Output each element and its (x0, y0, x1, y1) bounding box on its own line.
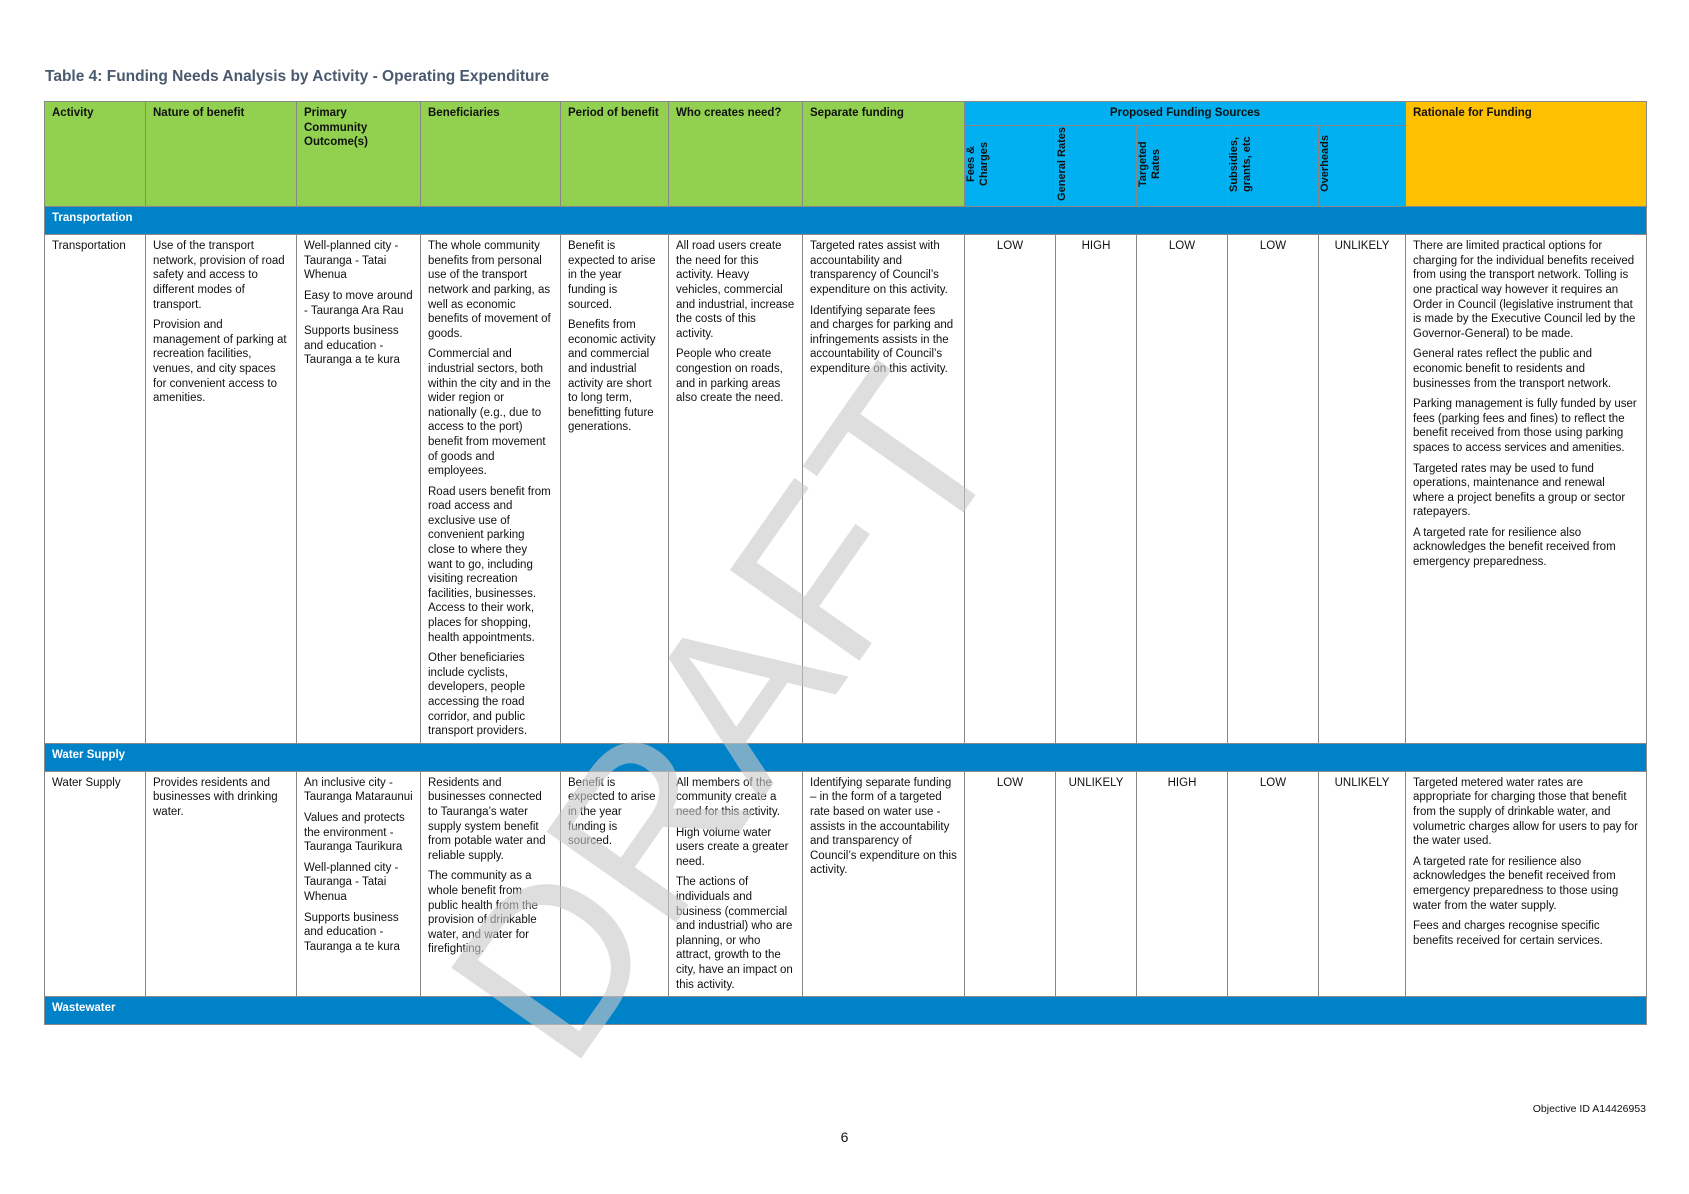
paragraph: The community as a whole benefit from pu… (428, 870, 538, 956)
header-fees-charges: Fees & Charges (964, 124, 1056, 208)
objective-id: Objective ID A14426953 (1532, 1103, 1646, 1115)
paragraph: General rates reflect the public and eco… (1413, 348, 1612, 390)
paragraph: Use of the transport network, provision … (153, 240, 285, 311)
paragraph: Road users benefit from road access and … (428, 485, 551, 644)
period-of-benefit-cell: Benefit is expected to arise in the year… (560, 234, 669, 744)
table-row: Transportation Use of the transport netw… (44, 234, 1647, 744)
header-row: Activity Nature of benefit Primary Commu… (44, 100, 1647, 208)
section-wastewater: Wastewater (44, 996, 1647, 1026)
paragraph: Well-planned city - Tauranga - Tatai Whe… (304, 240, 399, 282)
header-subsidies-grants: Subsidies, grants, etc (1227, 124, 1319, 208)
paragraph: All members of the community create a ne… (676, 776, 780, 818)
nature-of-benefit-cell: Provides residents and businesses with d… (145, 770, 297, 998)
page-title: Table 4: Funding Needs Analysis by Activ… (45, 68, 550, 85)
section-title: Wastewater (44, 996, 1647, 1026)
paragraph: Parking management is fully funded by us… (1413, 398, 1637, 454)
paragraph: Benefits from economic activity and comm… (568, 319, 656, 434)
header-overheads: Overheads (1318, 124, 1406, 208)
paragraph: The actions of individuals and business … (676, 876, 793, 991)
header-separate-funding: Separate funding (802, 100, 965, 208)
section-water-supply: Water Supply (44, 742, 1647, 772)
funding-needs-table: Activity Nature of benefit Primary Commu… (44, 100, 1647, 1026)
header-subsidies-grants-label: Subsidies, grants, etc (1228, 135, 1253, 192)
paragraph: The whole community benefits from person… (428, 240, 551, 340)
paragraph: Benefit is expected to arise in the year… (568, 240, 656, 311)
paragraph: Supports business and education - Tauran… (304, 325, 400, 367)
paragraph: Identifying separate fees and charges fo… (810, 304, 954, 375)
header-targeted-rates: Targeted Rates (1136, 124, 1228, 208)
paragraph: Benefit is expected to arise in the year… (568, 776, 656, 848)
who-creates-need-cell: All road users create the need for this … (668, 234, 803, 744)
community-outcomes-cell: Well-planned city - Tauranga - Tatai Whe… (296, 234, 421, 744)
subsidies-level: LOW (1227, 234, 1319, 744)
rationale-cell: Targeted metered water rates are appropr… (1405, 770, 1647, 998)
general-rates-level: UNLIKELY (1055, 770, 1137, 998)
header-general-rates: General Rates (1055, 124, 1137, 208)
section-title: Water Supply (44, 742, 1647, 772)
paragraph: A targeted rate for resilience also ackn… (1413, 855, 1619, 912)
header-primary-community-outcomes: Primary Community Outcome(s) (296, 100, 421, 208)
overheads-level: UNLIKELY (1318, 770, 1406, 998)
page-number: 6 (840, 1129, 849, 1145)
beneficiaries-cell: Residents and businesses connected to Ta… (420, 770, 561, 998)
beneficiaries-cell: The whole community benefits from person… (420, 234, 561, 744)
targeted-rates-level: LOW (1136, 234, 1228, 744)
paragraph: People who create congestion on roads, a… (676, 348, 784, 405)
section-title: Transportation (44, 206, 1647, 236)
header-beneficiaries: Beneficiaries (420, 100, 561, 208)
who-creates-need-cell: All members of the community create a ne… (668, 770, 803, 998)
header-nature-of-benefit: Nature of benefit (145, 100, 297, 208)
paragraph: Other beneficiaries include cyclists, de… (428, 652, 528, 738)
rationale-cell: There are limited practical options for … (1405, 234, 1647, 744)
separate-funding-cell: Identifying separate funding – in the fo… (802, 770, 965, 998)
paragraph: Well-planned city - Tauranga - Tatai Whe… (304, 861, 399, 903)
paragraph: Commercial and industrial sectors, both … (428, 348, 551, 478)
paragraph: Targeted metered water rates are appropr… (1413, 776, 1638, 848)
paragraph: Fees and charges recognise specific bene… (1413, 920, 1603, 947)
targeted-rates-level: HIGH (1136, 770, 1228, 998)
fees-charges-level: LOW (964, 234, 1056, 744)
header-who-creates-need: Who creates need? (668, 100, 803, 208)
header-period-of-benefit: Period of benefit (560, 100, 669, 208)
paragraph: Easy to move around - Tauranga Ara Rau (304, 289, 413, 317)
activity-cell: Water Supply (44, 770, 146, 998)
header-rationale-for-funding: Rationale for Funding (1405, 100, 1647, 208)
header-fees-charges-label: Fees & Charges (965, 141, 990, 186)
section-transportation: Transportation (44, 206, 1647, 236)
general-rates-level: HIGH (1055, 234, 1137, 744)
community-outcomes-cell: An inclusive city - Tauranga Mataraunui … (296, 770, 421, 998)
paragraph: Identifying separate funding – in the fo… (810, 776, 957, 877)
header-targeted-rates-label: Targeted Rates (1137, 140, 1162, 187)
paragraph: High volume water users create a greater… (676, 826, 789, 868)
header-activity: Activity (44, 100, 146, 208)
paragraph: There are limited practical options for … (1413, 240, 1636, 340)
header-general-rates-label: General Rates (1056, 126, 1068, 201)
table-row: Water Supply Provides residents and busi… (44, 770, 1647, 998)
period-of-benefit-cell: Benefit is expected to arise in the year… (560, 770, 669, 998)
paragraph: Residents and businesses connected to Ta… (428, 776, 546, 862)
paragraph: Targeted rates may be used to fund opera… (1413, 462, 1626, 519)
paragraph: Values and protects the environment - Ta… (304, 811, 405, 854)
fees-charges-level: LOW (964, 770, 1056, 998)
paragraph: Supports business and education - Tauran… (304, 911, 400, 953)
nature-of-benefit-cell: Use of the transport network, provision … (145, 234, 297, 744)
paragraph: Provision and management of parking at r… (153, 319, 287, 405)
header-proposed-funding-sources: Proposed Funding Sources (964, 101, 1406, 126)
paragraph: Targeted rates assist with accountabilit… (810, 240, 948, 296)
separate-funding-cell: Targeted rates assist with accountabilit… (802, 234, 965, 744)
header-overheads-label: Overheads (1319, 135, 1331, 193)
paragraph: All road users create the need for this … (676, 240, 795, 340)
subsidies-level: LOW (1227, 770, 1319, 998)
paragraph: A targeted rate for resilience also ackn… (1413, 526, 1616, 569)
overheads-level: UNLIKELY (1318, 234, 1406, 744)
subheader-row: Fees & Charges General Rates Targeted Ra… (45, 124, 1647, 208)
paragraph: Provides residents and businesses with d… (153, 776, 278, 818)
paragraph: An inclusive city - Tauranga Mataraunui (304, 776, 413, 804)
activity-cell: Transportation (44, 234, 146, 744)
